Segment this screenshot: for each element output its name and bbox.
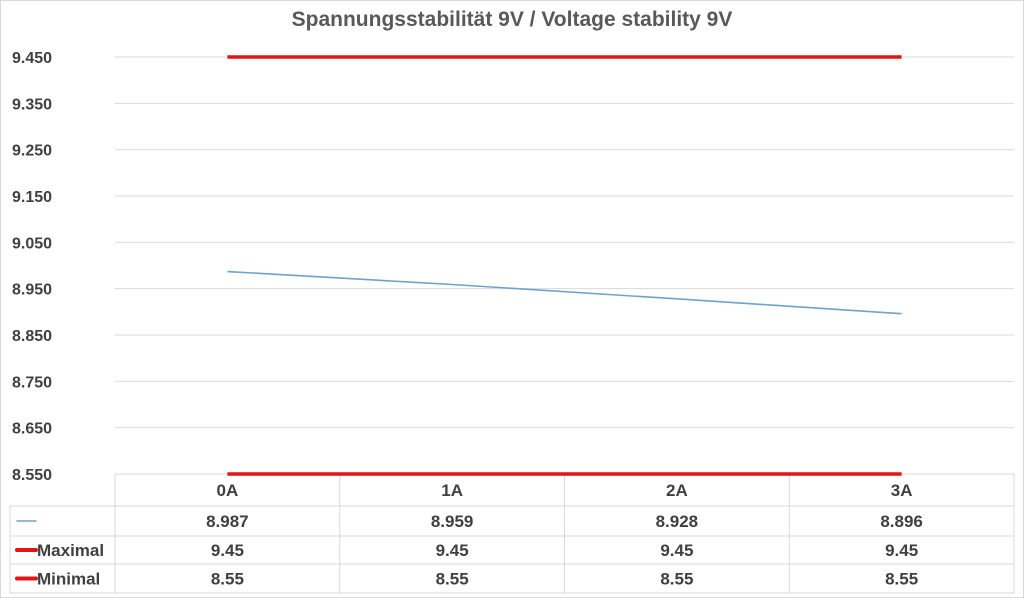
data-label: 9.45 [660,541,693,560]
data-label: 9.45 [436,541,469,560]
x-tick-label: 2A [666,481,688,500]
legend-label: Maximal [37,541,104,560]
y-tick-label: 8.750 [12,374,52,391]
data-label: 8.987 [206,512,249,531]
y-tick-label: 9.450 [12,50,52,67]
data-label: 9.45 [885,541,918,560]
legend-label: Minimal [37,570,100,589]
y-tick-label: 8.850 [12,328,52,345]
data-label: 8.959 [431,512,474,531]
y-tick-label: 9.150 [12,189,52,206]
y-tick-label: 8.950 [12,282,52,299]
data-label: 8.55 [660,570,693,589]
y-tick-label: 9.050 [12,235,52,252]
y-tick-label: 9.250 [12,143,52,160]
y-tick-label: 8.650 [12,421,52,438]
data-label: 8.928 [656,512,699,531]
chart-title: Spannungsstabilität 9V / Voltage stabili… [291,8,733,31]
y-tick-label: 8.550 [12,467,52,484]
data-label: 8.55 [885,570,918,589]
x-tick-label: 0A [217,481,239,500]
data-label: 9.45 [211,541,244,560]
x-tick-label: 3A [891,481,913,500]
y-tick-label: 9.350 [12,96,52,113]
data-label: 8.55 [211,570,244,589]
data-label: 8.55 [436,570,469,589]
series-line [227,270,902,315]
data-label: 8.896 [880,512,923,531]
x-tick-label: 1A [441,481,463,500]
